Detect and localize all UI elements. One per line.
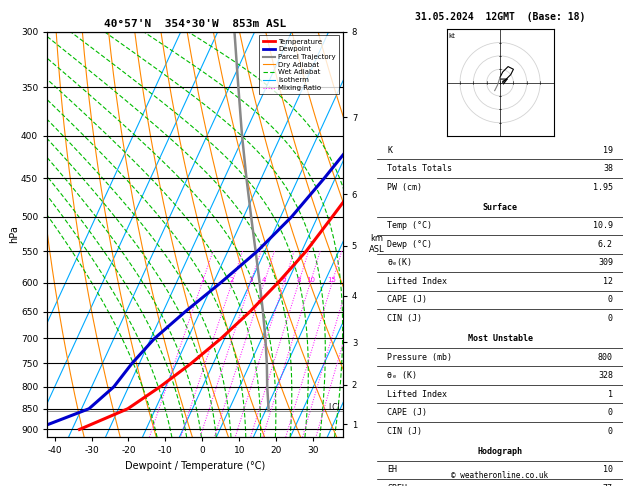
Text: Surface: Surface xyxy=(482,203,518,212)
Text: © weatheronline.co.uk: © weatheronline.co.uk xyxy=(452,471,548,480)
Text: 0: 0 xyxy=(608,427,613,435)
Text: Pressure (mb): Pressure (mb) xyxy=(387,353,452,362)
Text: 19: 19 xyxy=(603,146,613,155)
Text: 1.95: 1.95 xyxy=(593,183,613,191)
Text: CIN (J): CIN (J) xyxy=(387,427,422,435)
Text: 0: 0 xyxy=(608,408,613,417)
Text: Dewp (°C): Dewp (°C) xyxy=(387,240,432,249)
Text: θₑ(K): θₑ(K) xyxy=(387,259,412,267)
Text: 15: 15 xyxy=(328,277,337,282)
Y-axis label: km
ASL: km ASL xyxy=(369,235,384,254)
Text: 4: 4 xyxy=(262,277,266,282)
Text: CAPE (J): CAPE (J) xyxy=(387,408,427,417)
Text: 3: 3 xyxy=(248,277,253,282)
Text: 38: 38 xyxy=(603,164,613,173)
Text: Hodograph: Hodograph xyxy=(477,447,523,456)
Text: 328: 328 xyxy=(598,371,613,380)
Text: PW (cm): PW (cm) xyxy=(387,183,422,191)
Text: 309: 309 xyxy=(598,259,613,267)
Text: K: K xyxy=(387,146,392,155)
Title: 40°57'N  354°30'W  853m ASL: 40°57'N 354°30'W 853m ASL xyxy=(104,19,286,30)
Text: Temp (°C): Temp (°C) xyxy=(387,222,432,230)
Text: 0: 0 xyxy=(608,295,613,304)
Text: 800: 800 xyxy=(598,353,613,362)
Text: CIN (J): CIN (J) xyxy=(387,314,422,323)
Text: 10.9: 10.9 xyxy=(593,222,613,230)
Text: Totals Totals: Totals Totals xyxy=(387,164,452,173)
Text: 2: 2 xyxy=(230,277,234,282)
Text: LCL: LCL xyxy=(328,403,342,412)
Text: 10: 10 xyxy=(306,277,315,282)
Text: 77: 77 xyxy=(603,484,613,486)
Text: 10: 10 xyxy=(603,466,613,474)
Text: CAPE (J): CAPE (J) xyxy=(387,295,427,304)
Text: 12: 12 xyxy=(603,277,613,286)
Text: 0: 0 xyxy=(608,314,613,323)
Y-axis label: hPa: hPa xyxy=(9,226,19,243)
Text: Most Unstable: Most Unstable xyxy=(467,334,533,343)
Text: 6: 6 xyxy=(282,277,286,282)
Text: 6.2: 6.2 xyxy=(598,240,613,249)
Text: θₑ (K): θₑ (K) xyxy=(387,371,417,380)
Text: kt: kt xyxy=(448,33,455,39)
Text: 31.05.2024  12GMT  (Base: 18): 31.05.2024 12GMT (Base: 18) xyxy=(415,12,585,22)
X-axis label: Dewpoint / Temperature (°C): Dewpoint / Temperature (°C) xyxy=(125,461,265,471)
Text: SREH: SREH xyxy=(387,484,407,486)
Text: 8: 8 xyxy=(296,277,301,282)
Legend: Temperature, Dewpoint, Parcel Trajectory, Dry Adiabat, Wet Adiabat, Isotherm, Mi: Temperature, Dewpoint, Parcel Trajectory… xyxy=(260,35,339,94)
Text: 1: 1 xyxy=(608,390,613,399)
Text: Lifted Index: Lifted Index xyxy=(387,390,447,399)
Text: Lifted Index: Lifted Index xyxy=(387,277,447,286)
Text: EH: EH xyxy=(387,466,397,474)
Text: 1: 1 xyxy=(200,277,204,282)
